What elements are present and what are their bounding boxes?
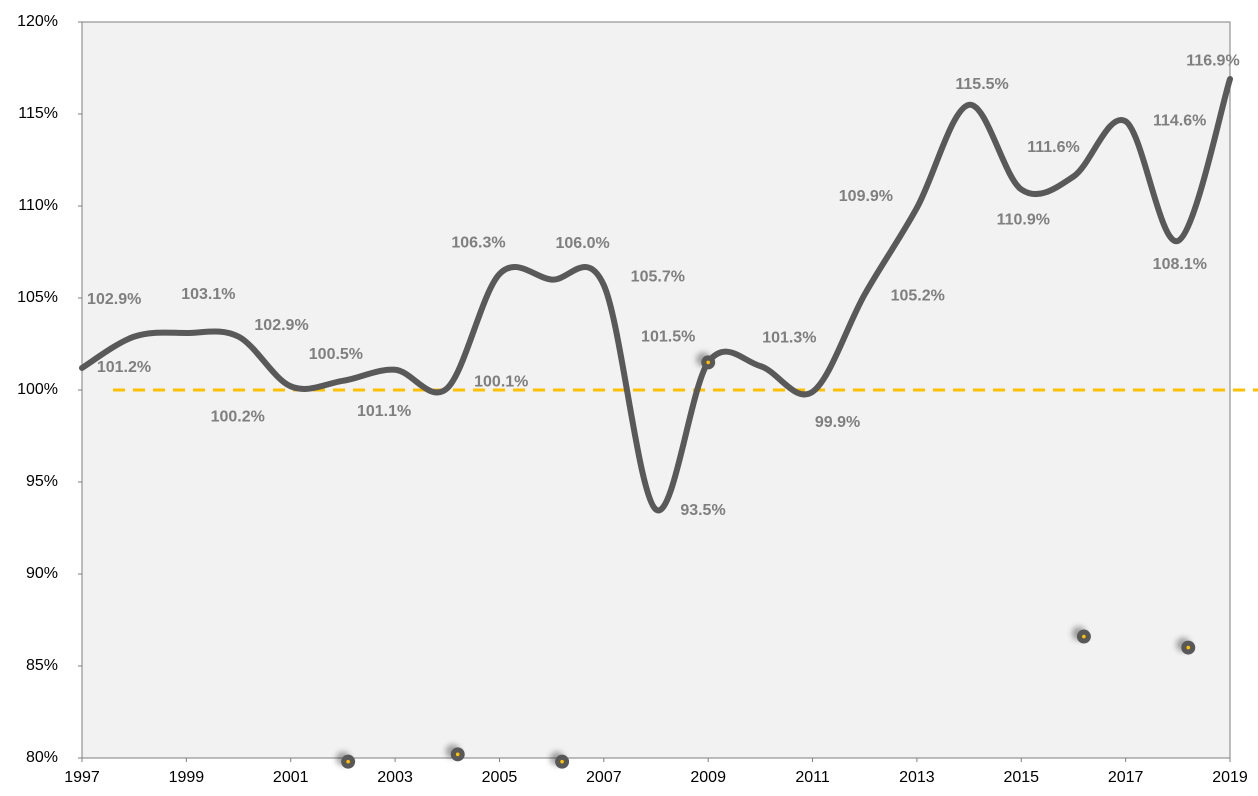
data-label: 100.2%	[211, 409, 265, 426]
x-tick-label: 2013	[899, 769, 935, 786]
data-label: 101.3%	[762, 329, 816, 346]
x-tick-label: 2009	[690, 769, 726, 786]
data-label: 115.5%	[955, 76, 1008, 93]
x-tick-label: 2007	[586, 769, 622, 786]
x-tick-label: 2019	[1212, 769, 1248, 786]
marker-center	[455, 752, 460, 757]
data-label: 100.1%	[474, 373, 528, 390]
data-label: 109.9%	[839, 188, 893, 205]
x-tick-label: 2005	[482, 769, 518, 786]
y-tick-label: 105%	[17, 289, 58, 306]
data-label: 101.1%	[357, 403, 411, 420]
x-tick-label: 1997	[64, 769, 100, 786]
marker-center	[346, 759, 350, 764]
x-tick-label: 2017	[1108, 769, 1144, 786]
y-tick-label: 100%	[17, 381, 58, 398]
marker-center	[1186, 645, 1191, 650]
data-label: 101.5%	[641, 329, 695, 346]
data-label: 106.0%	[556, 235, 610, 252]
data-label: 93.5%	[680, 502, 725, 519]
y-tick-label: 80%	[26, 749, 58, 766]
data-label: 106.3%	[451, 234, 505, 251]
data-label: 100.5%	[309, 346, 363, 363]
y-tick-label: 120%	[17, 13, 58, 30]
y-tick-label: 95%	[26, 473, 58, 490]
x-tick-label: 2011	[795, 769, 830, 786]
data-label: 116.9%	[1186, 52, 1239, 69]
x-tick-label: 1999	[169, 769, 205, 786]
y-tick-label: 85%	[26, 657, 58, 674]
data-label: 111.6%	[1027, 139, 1080, 156]
data-label: 114.6%	[1153, 113, 1206, 130]
data-label: 105.2%	[891, 288, 945, 305]
y-tick-label: 90%	[26, 565, 58, 582]
line	[79, 76, 1233, 514]
data-label: 102.9%	[87, 291, 141, 308]
marker-center	[1082, 634, 1086, 639]
data-label: 99.9%	[815, 414, 860, 431]
x-tick-label: 2015	[1003, 769, 1039, 786]
x-tick-label: 2001	[273, 769, 309, 786]
marker-center	[560, 759, 564, 764]
data-label: 105.7%	[631, 268, 685, 285]
data-label: 108.1%	[1153, 256, 1207, 273]
data-label: 110.9%	[997, 212, 1050, 229]
data-label: 101.2%	[97, 359, 151, 376]
y-tick-label: 110%	[18, 197, 58, 214]
data-label: 103.1%	[181, 286, 235, 303]
marker-center	[706, 360, 710, 365]
y-tick-label: 115%	[18, 105, 58, 122]
data-label: 102.9%	[254, 317, 308, 334]
x-tick-label: 2003	[377, 769, 413, 786]
